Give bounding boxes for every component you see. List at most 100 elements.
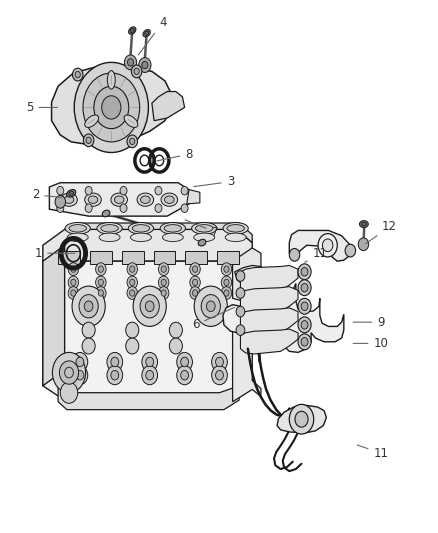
Circle shape [111,370,118,380]
Ellipse shape [198,239,205,246]
Ellipse shape [107,70,115,89]
Ellipse shape [225,233,246,241]
Circle shape [141,61,148,69]
Circle shape [129,266,134,272]
Circle shape [297,298,311,314]
Circle shape [72,68,83,81]
Circle shape [127,287,137,300]
Circle shape [181,187,187,195]
Ellipse shape [143,29,150,37]
Circle shape [86,137,91,143]
Text: 2: 2 [32,189,62,201]
Circle shape [145,357,153,367]
Polygon shape [58,386,239,410]
Ellipse shape [102,210,110,217]
Circle shape [215,357,223,367]
Ellipse shape [140,196,150,204]
Ellipse shape [85,193,101,206]
Polygon shape [43,245,64,386]
Text: 1: 1 [35,247,75,260]
Circle shape [211,352,227,372]
Circle shape [85,187,92,195]
Circle shape [357,238,368,251]
Circle shape [161,290,166,296]
Circle shape [161,279,166,286]
Polygon shape [276,406,325,433]
Circle shape [107,366,122,385]
Ellipse shape [359,221,367,228]
Circle shape [60,382,78,403]
Text: 6: 6 [191,308,234,332]
Circle shape [189,287,200,300]
Circle shape [344,244,355,257]
Polygon shape [217,251,239,264]
Circle shape [74,62,148,152]
Circle shape [68,287,78,300]
Polygon shape [234,265,265,287]
Polygon shape [223,277,343,352]
Circle shape [169,322,182,338]
Circle shape [83,73,139,142]
Circle shape [129,290,134,296]
Circle shape [318,233,336,257]
Circle shape [236,306,244,317]
Circle shape [125,338,138,354]
Circle shape [181,204,187,213]
Circle shape [83,134,94,147]
Ellipse shape [114,196,124,204]
Ellipse shape [128,222,153,234]
Circle shape [95,276,106,289]
Circle shape [221,287,231,300]
Circle shape [158,287,169,300]
Ellipse shape [223,222,248,234]
Circle shape [111,357,118,367]
Polygon shape [185,251,207,264]
Text: 11: 11 [357,445,388,459]
Polygon shape [240,329,297,354]
Polygon shape [153,251,175,264]
Ellipse shape [195,224,212,232]
Ellipse shape [162,233,183,241]
Circle shape [297,334,311,350]
Ellipse shape [67,190,76,197]
Circle shape [300,284,307,292]
Circle shape [127,263,137,276]
Polygon shape [51,66,171,144]
Circle shape [76,357,84,367]
Circle shape [138,58,151,72]
Ellipse shape [69,224,86,232]
Circle shape [95,263,106,276]
Circle shape [98,266,103,272]
Ellipse shape [64,196,74,204]
Circle shape [294,411,307,427]
Circle shape [215,370,223,380]
Circle shape [75,71,80,78]
Circle shape [189,276,200,289]
Text: 12: 12 [365,220,396,244]
Ellipse shape [137,193,153,206]
Ellipse shape [111,193,127,206]
Polygon shape [289,230,350,261]
Circle shape [131,65,141,78]
Circle shape [72,352,88,372]
Circle shape [98,279,103,286]
Ellipse shape [161,193,177,206]
Circle shape [52,352,85,393]
Circle shape [297,280,311,296]
Ellipse shape [164,196,174,204]
Text: 8: 8 [156,148,192,161]
Ellipse shape [164,224,181,232]
Circle shape [221,276,231,289]
Circle shape [300,320,307,329]
Circle shape [141,352,157,372]
Polygon shape [49,183,188,216]
Circle shape [158,276,169,289]
Circle shape [127,135,137,148]
Circle shape [297,264,311,280]
Circle shape [189,263,200,276]
Circle shape [161,266,166,272]
Ellipse shape [124,115,138,127]
Circle shape [140,295,159,318]
Ellipse shape [160,222,185,234]
Circle shape [124,55,136,70]
